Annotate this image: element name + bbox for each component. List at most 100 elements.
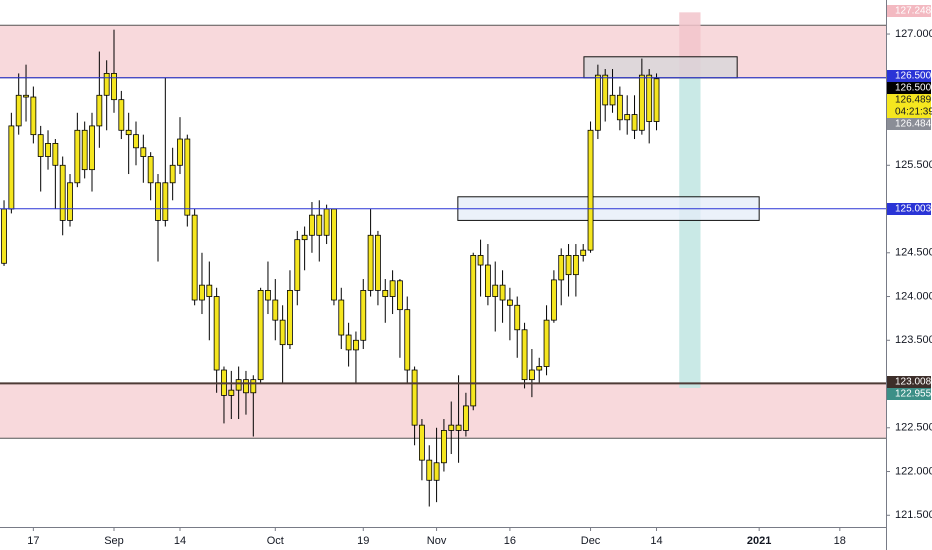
candle-body [521, 329, 528, 381]
candle-body [375, 234, 381, 291]
candle-body [499, 284, 506, 301]
x-tick-label: Oct [267, 535, 284, 547]
zone [0, 383, 886, 439]
x-tick-label: Dec [581, 535, 601, 547]
price-tag [887, 82, 931, 94]
price-tag [887, 118, 931, 130]
y-tick-label: 124.500 [895, 247, 932, 259]
candle-body [594, 74, 601, 131]
price-tag-label: 126.500 [895, 71, 932, 82]
candle-body [235, 379, 242, 391]
candle-body [191, 214, 198, 301]
candle-body [287, 290, 293, 346]
box [583, 56, 738, 79]
candle-body [631, 114, 638, 131]
candle-body [426, 459, 433, 481]
price-tag [887, 94, 931, 106]
price-tag [887, 5, 931, 17]
candle-body [228, 389, 235, 396]
x-tick-label: Nov [427, 535, 447, 547]
candle-body [250, 379, 257, 394]
candle-body [169, 164, 176, 184]
candle-body [360, 290, 367, 341]
position-target [679, 77, 701, 388]
candle-body [646, 74, 653, 122]
price-tag [887, 388, 931, 400]
candle-body [243, 379, 249, 394]
candle-body [441, 430, 447, 464]
candle-body [433, 462, 440, 481]
candle-body [272, 299, 279, 321]
candle-body [624, 114, 631, 121]
candle-body [455, 424, 462, 431]
candle-body [514, 304, 521, 331]
candle-body [616, 94, 623, 121]
price-tag-label: 126.489 [895, 95, 932, 106]
candle-body [59, 164, 66, 221]
candle-body [528, 369, 535, 381]
x-tick-label: 19 [357, 535, 369, 547]
candle-body [8, 125, 15, 210]
candle-body [638, 74, 645, 131]
price-tag [887, 106, 931, 118]
candle-body [338, 299, 345, 336]
candle-body [118, 99, 125, 131]
candle-body [89, 125, 95, 171]
candle-body [419, 424, 425, 461]
candle-body [448, 424, 455, 431]
x-tick-label: 17 [27, 535, 39, 547]
price-tag-label: 125.003 [895, 204, 932, 215]
price-tag [887, 70, 931, 82]
price-tag-label: 122.955 [895, 389, 932, 400]
candle-body [580, 249, 587, 256]
candle-body [587, 129, 594, 251]
candle-body [96, 94, 103, 127]
candle-body [23, 94, 29, 98]
y-tick-label: 123.500 [895, 334, 932, 346]
candle-body [602, 74, 609, 106]
candle-body [485, 264, 491, 297]
candle-body [565, 255, 572, 276]
candle-body [536, 366, 543, 371]
x-tick-label: Sep [104, 535, 124, 547]
x-tick-label: 14 [650, 535, 662, 547]
candle-body [609, 94, 616, 106]
candle-body [133, 134, 139, 149]
candle-body [155, 182, 161, 221]
price-tag-label: 04:21:39 [895, 107, 932, 118]
candle-body [572, 255, 579, 276]
y-tick-label: 122.000 [895, 465, 932, 477]
y-tick-label: 122.500 [895, 422, 932, 434]
candle-body [257, 290, 264, 381]
price-tag [887, 376, 931, 388]
candle-body [506, 299, 513, 306]
candle-body [184, 138, 191, 216]
candle-body [30, 96, 37, 136]
candle-body [147, 156, 154, 184]
candle-body [45, 143, 51, 157]
candle-body [81, 129, 88, 171]
candle-body [353, 339, 359, 351]
x-tick-label: 16 [504, 535, 516, 547]
price-tag-label: 126.484 [895, 119, 932, 130]
price-tag-label: 123.008 [895, 377, 932, 388]
candle-body [653, 78, 660, 122]
candle-body [213, 296, 220, 371]
candle-body [411, 369, 418, 426]
zone [0, 25, 886, 78]
y-tick-label: 127.000 [895, 28, 932, 40]
candle-body [140, 147, 147, 157]
candle-body [162, 182, 169, 221]
price-tag-label: 127.248 [895, 6, 932, 17]
candle-body [463, 405, 469, 431]
candle-body [389, 280, 396, 297]
x-tick-label: 14 [174, 535, 186, 547]
candle-body [1, 208, 7, 264]
candle-body [279, 319, 286, 346]
candle-body [382, 290, 389, 297]
candle-body [125, 129, 132, 136]
y-tick-label: 125.500 [895, 159, 932, 171]
candle-body [103, 73, 110, 96]
candle-body [477, 255, 484, 266]
